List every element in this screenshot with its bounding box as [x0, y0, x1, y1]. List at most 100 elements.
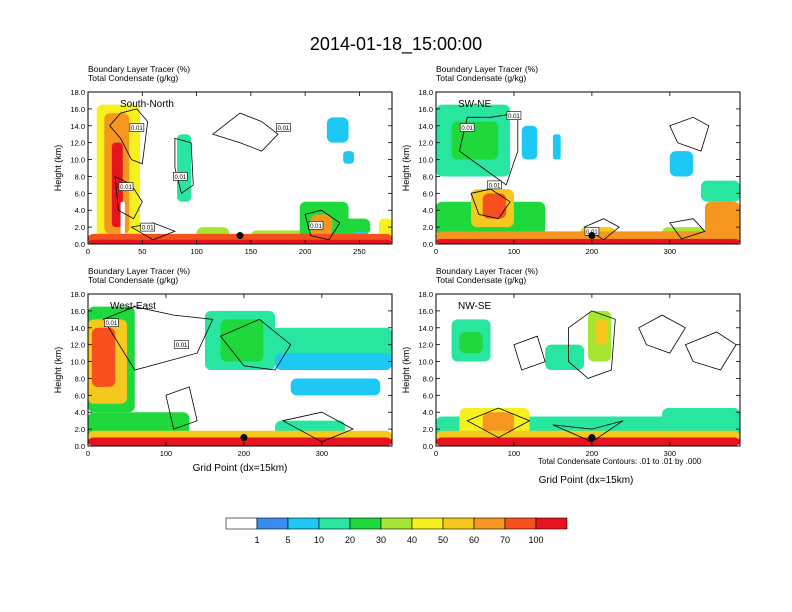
location-marker	[588, 232, 596, 240]
x-tick-label: 50	[138, 247, 146, 256]
x-tick-label: 100	[190, 247, 203, 256]
tracer-region	[662, 408, 740, 438]
y-tick-label: 18.0	[418, 88, 433, 97]
y-tick-label: 8.0	[423, 374, 433, 383]
contour-label: 0.01	[278, 126, 290, 132]
condensate-contour	[638, 314, 686, 354]
condensate-contour	[219, 318, 292, 371]
y-tick-label: 14.0	[70, 122, 85, 131]
y-tick-label: 12.0	[418, 341, 433, 350]
tracer-region	[459, 332, 483, 354]
plot-area: 0.01 0.01	[88, 294, 392, 446]
panel-field-label: Boundary Layer Tracer (%)	[436, 64, 538, 74]
tracer-region	[545, 344, 585, 370]
contour-label: 0.01	[142, 226, 154, 232]
y-tick-label: 2.0	[423, 425, 433, 434]
y-tick-label: 16.0	[418, 105, 433, 114]
x-tick-label: 200	[299, 247, 312, 256]
condensate-contour	[103, 306, 214, 371]
panel-name: NW-SE	[458, 301, 491, 312]
y-tick-label: 18.0	[70, 88, 85, 97]
x-tick-label: 150	[245, 247, 258, 256]
y-tick-label: 2.0	[75, 223, 85, 232]
colorbar-swatch	[225, 517, 258, 530]
contour-label-box	[487, 180, 502, 190]
y-tick-label: 0.0	[75, 442, 85, 451]
y-tick-label: 10.0	[418, 358, 433, 367]
y-tick-label: 2.0	[75, 425, 85, 434]
colorbar-level-label: 30	[376, 535, 386, 545]
x-tick-label: 200	[238, 449, 251, 458]
y-tick-label: 14.0	[418, 324, 433, 333]
y-tick-label: 18.0	[418, 290, 433, 299]
panel-name: SW-NE	[458, 99, 491, 110]
contour-label-box	[308, 221, 324, 230]
condensate-contour	[458, 112, 519, 186]
condensate-contour	[669, 116, 710, 152]
colorbar-level-label: 70	[500, 535, 510, 545]
contour-label: 0.01	[489, 183, 501, 189]
panel-contour-label: Total Condensate (g/kg)	[88, 275, 178, 285]
y-tick-label: 12.0	[70, 341, 85, 350]
panel-grid: 0.010.010.010.010.01 0.010.02.04.06.08.01…	[53, 64, 741, 458]
y-axis-label: Height (km)	[53, 347, 63, 394]
panel-nw-se: 0.0 2.0 4.0 6.0 8.0 10.0 12.0 14.0 16.0 18.0 0 100 2…	[401, 266, 741, 458]
tracer-region	[521, 125, 538, 160]
y-axis-label: Height (km)	[53, 145, 63, 192]
x-tick-label: 100	[508, 247, 521, 256]
location-marker	[588, 434, 596, 442]
tracer-region	[111, 142, 123, 228]
plot-frame	[87, 91, 393, 245]
figure-title: 2014-01-18_15:00:00	[310, 34, 482, 55]
contour-label: 0.01	[120, 185, 132, 191]
y-tick-label: 4.0	[75, 206, 85, 215]
colorbar-level-label: 50	[438, 535, 448, 545]
y-tick-label: 16.0	[418, 307, 433, 316]
colorbar-swatch	[287, 517, 320, 530]
contour-label-box	[104, 318, 119, 328]
x-tick-label: 300	[316, 449, 329, 458]
location-marker	[240, 434, 248, 442]
colorbar-swatch	[256, 517, 289, 530]
panel-field-label: Boundary Layer Tracer (%)	[436, 266, 538, 276]
panel-contour-label: Total Condensate (g/kg)	[436, 73, 526, 83]
x-tick-label: 300	[664, 449, 677, 458]
contour-label-box	[506, 111, 522, 120]
tracer-region	[701, 180, 740, 202]
plot-area: 0.010.010.010.01	[436, 92, 740, 244]
y-tick-label: 4.0	[75, 408, 85, 417]
y-tick-label: 0.0	[423, 240, 433, 249]
condensate-contour	[281, 411, 354, 443]
condensate-contour	[109, 108, 149, 165]
tracer-region	[275, 353, 392, 370]
y-tick-label: 6.0	[423, 391, 433, 400]
x-tick-label: 200	[586, 449, 599, 458]
condensate-contour	[165, 386, 198, 430]
colorbar: 1 5 10 20 30 40 50 60 70 100	[225, 517, 568, 545]
y-tick-label: 18.0	[70, 290, 85, 299]
y-tick-label: 16.0	[70, 307, 85, 316]
plot-frame	[435, 91, 741, 245]
colorbar-swatch	[473, 517, 506, 530]
condensate-contour	[513, 335, 546, 371]
contour-label: 0.01	[106, 321, 118, 327]
contour-label-box	[129, 123, 145, 132]
colorbar-level-label: 60	[469, 535, 479, 545]
colorbar-swatch	[380, 517, 413, 530]
condensate-contour	[684, 331, 737, 371]
colorbar-swatch	[442, 517, 475, 530]
tracer-region	[88, 239, 392, 244]
y-tick-label: 8.0	[423, 172, 433, 181]
x-axis-label-right: Grid Point (dx=15km)	[539, 475, 634, 486]
tracer-region	[91, 327, 116, 387]
x-tick-label: 250	[353, 247, 366, 256]
location-marker	[236, 232, 244, 240]
contour-label: 0.01	[176, 343, 188, 349]
tracer-region	[326, 117, 349, 143]
colorbar-swatch	[535, 517, 568, 530]
tracer-region	[436, 437, 740, 446]
colorbar-swatch	[504, 517, 537, 530]
contour-label-box	[118, 182, 134, 191]
y-tick-label: 4.0	[423, 206, 433, 215]
